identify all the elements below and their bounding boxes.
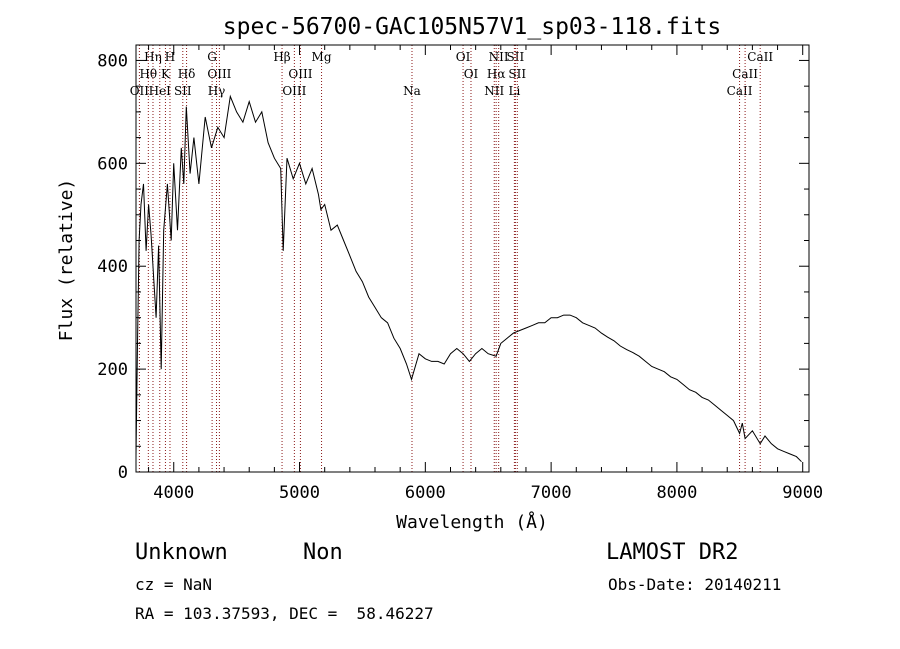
spectral-line-markers: OIIHηHθHeIKHSIIHδGOIIIHγHβOIIIOIIIMgNaOI… — [130, 45, 773, 472]
survey-name: LAMOST DR2 — [606, 540, 739, 565]
y-tick-label: 400 — [97, 257, 128, 277]
spectrum-chart: spec-56700-GAC105N57V1_sp03-118.fits OII… — [56, 14, 823, 533]
x-tick-label: 8000 — [656, 483, 697, 503]
marker-label: Hη — [144, 50, 162, 64]
coordinates-text: RA = 103.37593, DEC = 58.46227 — [135, 604, 434, 623]
axis-ticks: 4000 5000 6000 7000 8000 9000 0 200 400 600 800 — [97, 45, 823, 503]
y-axis-label: Flux (relative) — [56, 179, 77, 342]
spectrum-line — [135, 94, 802, 463]
marker-label: Hα — [487, 67, 506, 81]
y-tick-label: 200 — [97, 360, 128, 380]
y-tick-label: 0 — [118, 463, 128, 483]
marker-label: OII — [130, 84, 150, 98]
marker-label: Li — [508, 84, 520, 98]
marker-label: OIII — [282, 84, 306, 98]
marker-label: CaII — [732, 67, 758, 81]
chart-title: spec-56700-GAC105N57V1_sp03-118.fits — [223, 14, 722, 40]
plot-frame — [135, 44, 810, 473]
x-tick-label: 7000 — [531, 483, 572, 503]
marker-label: K — [161, 67, 171, 81]
marker-label: OIII — [288, 67, 312, 81]
marker-label: CaII — [747, 50, 773, 64]
marker-label: Na — [403, 84, 421, 98]
marker-label: NII — [489, 50, 509, 64]
marker-label: H — [165, 50, 175, 64]
redshift-text: cz = NaN — [135, 575, 213, 594]
marker-label: SII — [174, 84, 192, 98]
marker-label: Hγ — [208, 84, 226, 98]
x-tick-label: 6000 — [405, 483, 446, 503]
marker-label: Hδ — [178, 67, 196, 81]
marker-label: CaII — [727, 84, 753, 98]
obs-date-text: Obs-Date: 20140211 — [608, 575, 782, 594]
object-class: Unknown — [135, 540, 228, 565]
marker-label: Mg — [312, 50, 332, 64]
marker-label: SII — [507, 50, 525, 64]
marker-label: OI — [456, 50, 471, 64]
marker-label: NII — [484, 84, 504, 98]
x-axis-label: Wavelength (Å) — [396, 511, 548, 533]
marker-label: HeI — [149, 84, 172, 98]
x-tick-label: 5000 — [279, 483, 320, 503]
marker-label: G — [207, 50, 217, 64]
x-tick-label: 9000 — [782, 483, 823, 503]
object-subclass: Non — [303, 540, 343, 565]
marker-label: SII — [508, 67, 526, 81]
marker-label: OI — [464, 67, 479, 81]
x-tick-label: 4000 — [153, 483, 194, 503]
y-tick-label: 600 — [97, 154, 128, 174]
y-tick-label: 800 — [97, 51, 128, 71]
marker-label: OIII — [207, 67, 231, 81]
marker-label: Hβ — [273, 50, 290, 64]
marker-label: Hθ — [139, 67, 157, 81]
